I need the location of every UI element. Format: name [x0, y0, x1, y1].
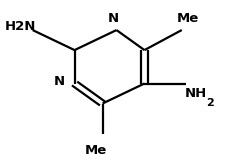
Text: NH: NH [185, 87, 207, 100]
Text: Me: Me [84, 144, 107, 157]
Text: 2: 2 [206, 98, 214, 108]
Text: H2N: H2N [5, 20, 36, 33]
Text: N: N [54, 75, 65, 88]
Text: N: N [107, 12, 119, 25]
Text: Me: Me [177, 12, 199, 25]
